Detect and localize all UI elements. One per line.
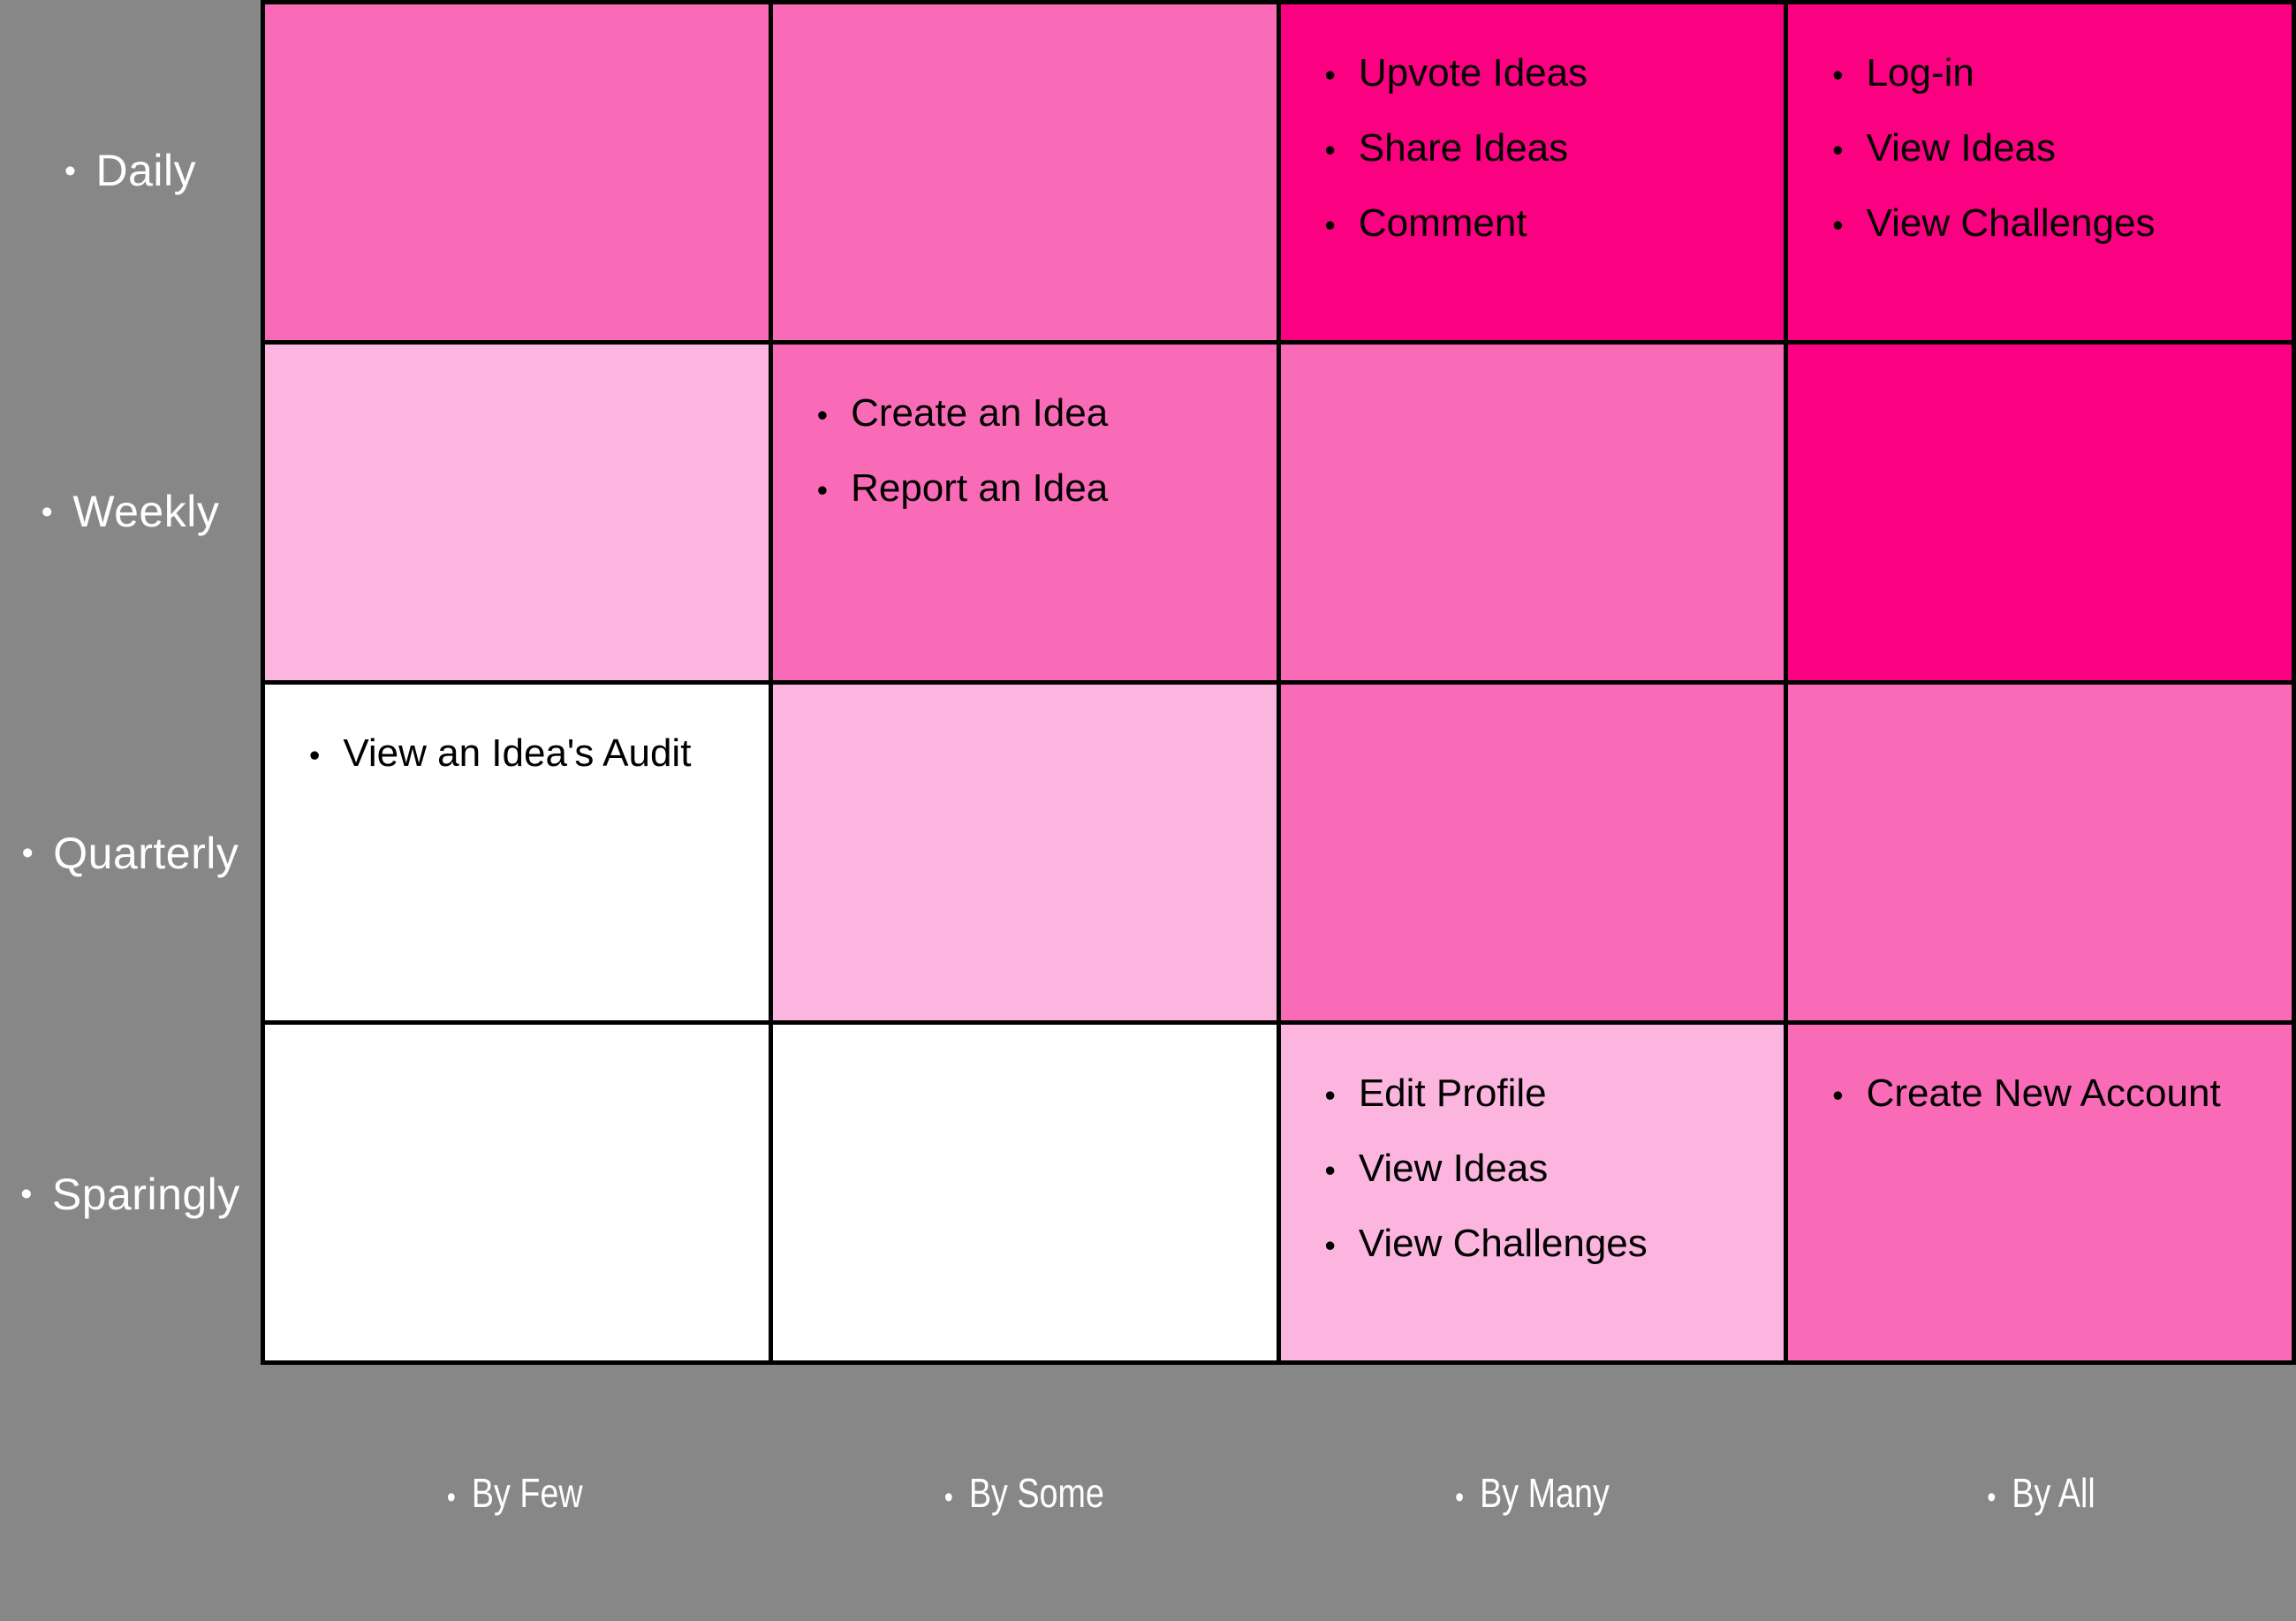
cell-item: View Ideas	[1325, 1132, 1770, 1208]
cell-item: Edit Profile	[1325, 1057, 1770, 1132]
column-label-by-some: By Some	[769, 1365, 1278, 1621]
cell-sparingly-by-some	[772, 1025, 1277, 1360]
column-label-by-many: By Many	[1278, 1365, 1787, 1621]
cell-item: View an Idea's Audit	[309, 717, 754, 792]
cell-quarterly-by-all	[1788, 685, 2292, 1020]
cell-item: Log-in	[1832, 37, 2277, 112]
cell-daily-by-all: Log-inView IdeasView Challenges	[1788, 4, 2292, 340]
row-label-sparingly: Sparingly	[0, 1024, 261, 1365]
cell-item: Create an Idea	[817, 377, 1262, 452]
cell-item: View Challenges	[1832, 187, 2277, 262]
cell-item: Share Ideas	[1325, 112, 1770, 187]
cell-weekly-by-many	[1280, 345, 1785, 680]
row-labels-axis: Daily Weekly Quarterly Sparingly	[0, 0, 261, 1365]
cell-sparingly-by-many: Edit ProfileView IdeasView Challenges	[1280, 1025, 1785, 1360]
cell-quarterly-by-many	[1280, 685, 1785, 1020]
matrix-grid: Upvote IdeasShare IdeasComment Log-inVie…	[261, 0, 2296, 1365]
cell-weekly-by-few	[265, 345, 769, 680]
cell-weekly-by-all	[1788, 345, 2292, 680]
row-label-weekly: Weekly	[0, 341, 261, 682]
column-label-text: By Few	[447, 1469, 583, 1517]
cell-sparingly-by-few	[265, 1025, 769, 1360]
cell-item: View Ideas	[1832, 112, 2277, 187]
cell-daily-by-some	[772, 4, 1277, 340]
cell-item: Report an Idea	[817, 452, 1262, 527]
column-label-text: By Some	[943, 1469, 1103, 1517]
column-label-by-few: By Few	[261, 1365, 769, 1621]
cell-daily-by-many: Upvote IdeasShare IdeasComment	[1280, 4, 1785, 340]
cell-quarterly-by-few: View an Idea's Audit	[265, 685, 769, 1020]
cell-quarterly-by-some	[772, 685, 1277, 1020]
column-label-by-all: By All	[1787, 1365, 2296, 1621]
cell-item: Comment	[1325, 187, 1770, 262]
cell-weekly-by-some: Create an IdeaReport an Idea	[772, 345, 1277, 680]
column-label-text: By All	[1988, 1469, 2095, 1517]
row-label-quarterly: Quarterly	[0, 683, 261, 1024]
row-label-daily: Daily	[0, 0, 261, 341]
cell-item: Create New Account	[1832, 1057, 2277, 1132]
cell-item: View Challenges	[1325, 1208, 1770, 1283]
cell-sparingly-by-all: Create New Account	[1788, 1025, 2292, 1360]
column-labels-axis: By Few By Some By Many By All	[261, 1365, 2296, 1621]
column-label-text: By Many	[1456, 1469, 1610, 1517]
cell-daily-by-few	[265, 4, 769, 340]
cell-item: Upvote Ideas	[1325, 37, 1770, 112]
